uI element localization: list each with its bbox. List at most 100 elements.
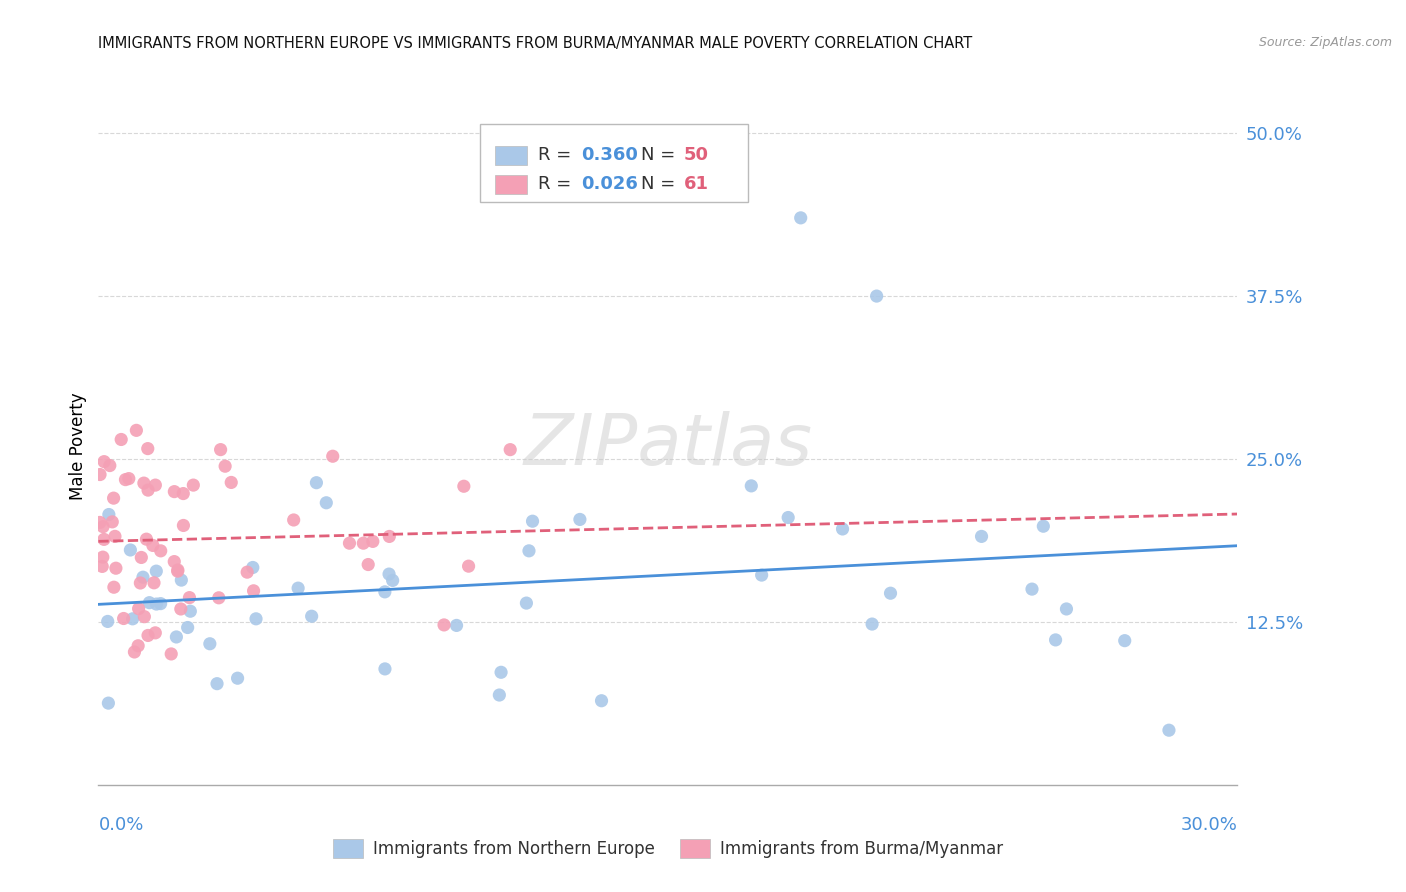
Point <box>98 458 121 473</box>
Point <box>457 559 479 574</box>
Point <box>446 618 468 632</box>
Point <box>166 564 188 578</box>
Y-axis label: Male Poverty: Male Poverty <box>69 392 87 500</box>
Text: ZIPatlas: ZIPatlas <box>523 411 813 481</box>
Point <box>751 568 773 582</box>
Point <box>219 475 242 490</box>
Point <box>163 484 186 499</box>
Point <box>489 665 512 680</box>
Point <box>172 486 194 500</box>
Point <box>1114 633 1136 648</box>
Point <box>120 543 142 558</box>
Point <box>283 513 305 527</box>
Point <box>104 561 127 575</box>
Point <box>104 529 127 543</box>
Point <box>305 475 328 490</box>
Point <box>790 211 813 225</box>
Text: R =: R = <box>538 176 576 194</box>
Point <box>101 515 124 529</box>
Text: 30.0%: 30.0% <box>1181 816 1237 834</box>
Point <box>778 510 800 524</box>
Point <box>134 609 156 624</box>
Point <box>242 560 264 574</box>
Point <box>374 662 396 676</box>
Text: 50: 50 <box>683 146 709 164</box>
Point <box>301 609 323 624</box>
Point <box>145 597 167 611</box>
Point <box>149 597 172 611</box>
Point <box>242 583 264 598</box>
Point <box>165 630 187 644</box>
Point <box>118 472 141 486</box>
Point <box>125 423 148 437</box>
Point <box>522 514 544 528</box>
Point <box>91 550 114 565</box>
Text: N =: N = <box>641 176 681 194</box>
Point <box>138 596 160 610</box>
Point <box>1157 723 1180 738</box>
Point <box>361 534 384 549</box>
Point <box>198 637 221 651</box>
Text: 0.026: 0.026 <box>581 176 638 194</box>
Text: 0.0%: 0.0% <box>98 816 143 834</box>
Point <box>170 602 193 616</box>
Text: R =: R = <box>538 146 576 164</box>
Point <box>89 467 111 482</box>
Point <box>176 620 198 634</box>
Point <box>142 538 165 552</box>
Point <box>129 576 152 591</box>
Point <box>93 533 115 547</box>
Point <box>1032 519 1054 533</box>
Point <box>121 612 143 626</box>
Point <box>740 479 762 493</box>
Point <box>236 565 259 579</box>
Point <box>322 449 344 463</box>
Point <box>339 536 361 550</box>
Point <box>124 645 146 659</box>
Point <box>97 508 120 522</box>
Point <box>287 581 309 595</box>
Text: N =: N = <box>641 146 681 164</box>
Point <box>136 628 159 642</box>
Point <box>357 558 380 572</box>
Point <box>860 617 883 632</box>
Point <box>378 529 401 543</box>
Point <box>209 442 232 457</box>
Point <box>183 478 205 492</box>
Point <box>143 575 166 590</box>
Point <box>515 596 537 610</box>
Point <box>866 289 889 303</box>
Point <box>145 564 167 578</box>
Point <box>166 563 188 577</box>
Legend: Immigrants from Northern Europe, Immigrants from Burma/Myanmar: Immigrants from Northern Europe, Immigra… <box>326 833 1010 864</box>
Point <box>1045 632 1067 647</box>
Point <box>97 696 120 710</box>
Point <box>143 625 166 640</box>
Point <box>591 694 613 708</box>
Point <box>374 585 396 599</box>
Point <box>226 671 249 685</box>
Point <box>135 532 157 546</box>
Point <box>163 555 186 569</box>
Point <box>488 688 510 702</box>
Point <box>91 519 114 533</box>
Point <box>172 518 194 533</box>
FancyBboxPatch shape <box>495 175 527 194</box>
Point <box>112 611 135 625</box>
Point <box>831 522 853 536</box>
Point <box>1021 582 1043 596</box>
Point <box>381 574 404 588</box>
Point <box>131 550 153 565</box>
Point <box>245 612 267 626</box>
Point <box>315 496 337 510</box>
Point <box>179 591 201 605</box>
Point <box>132 570 155 584</box>
FancyBboxPatch shape <box>479 124 748 202</box>
Point <box>136 483 159 497</box>
Point <box>136 442 159 456</box>
Point <box>145 478 167 492</box>
Point <box>160 647 183 661</box>
Point <box>127 639 149 653</box>
Point <box>1054 602 1078 616</box>
Point <box>205 676 228 690</box>
